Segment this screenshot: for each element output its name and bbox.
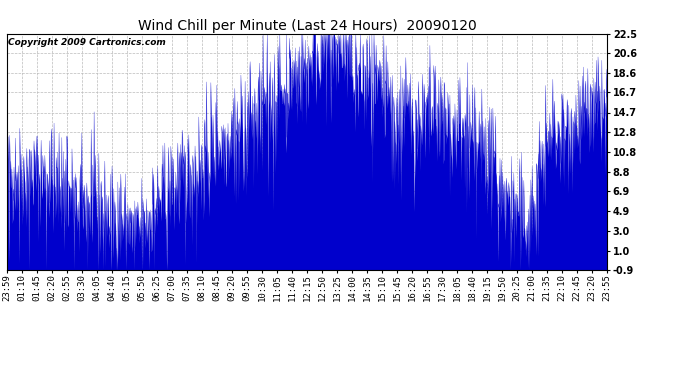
Text: Copyright 2009 Cartronics.com: Copyright 2009 Cartronics.com [8, 39, 166, 48]
Title: Wind Chill per Minute (Last 24 Hours)  20090120: Wind Chill per Minute (Last 24 Hours) 20… [138, 19, 476, 33]
